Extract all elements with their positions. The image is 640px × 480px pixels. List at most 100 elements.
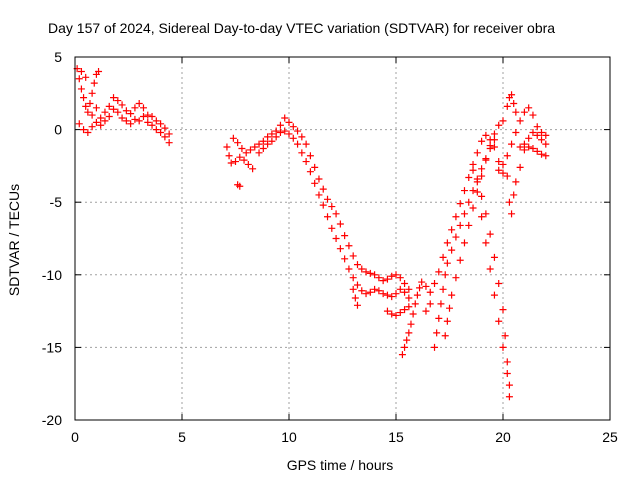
data-point [161, 133, 169, 141]
data-point [490, 143, 498, 151]
data-point [77, 85, 85, 93]
data-point [482, 131, 490, 139]
data-point [482, 210, 490, 218]
y-axis-label: SDTVAR / TECUs [6, 184, 22, 296]
data-point [110, 105, 118, 113]
y-tick-label: -10 [42, 267, 62, 283]
data-point [383, 291, 391, 299]
data-point [244, 160, 252, 168]
data-point [223, 143, 231, 151]
chart-title: Day 157 of 2024, Sidereal Day-to-day VTE… [48, 20, 555, 36]
data-point [341, 232, 349, 240]
data-point [281, 127, 289, 135]
data-point [127, 120, 135, 128]
data-point [315, 191, 323, 199]
data-point [439, 285, 447, 293]
data-point [328, 224, 336, 232]
data-point [383, 307, 391, 315]
data-point [460, 239, 468, 247]
data-point [503, 172, 511, 180]
data-point [520, 108, 528, 116]
data-point [139, 104, 147, 112]
data-point [255, 149, 263, 157]
data-point [486, 142, 494, 150]
data-point [510, 99, 518, 107]
data-point [401, 343, 409, 351]
data-point [289, 134, 297, 142]
data-point [161, 124, 169, 132]
data-point [95, 68, 103, 76]
data-point [405, 285, 413, 293]
data-point [88, 89, 96, 97]
data-point [92, 118, 100, 126]
sdtvar-arc-1 [73, 65, 173, 147]
data-point [505, 198, 513, 206]
data-point [268, 137, 276, 145]
data-point [505, 393, 513, 401]
data-point [118, 101, 126, 109]
data-point [375, 274, 383, 282]
data-point [375, 287, 383, 295]
data-point [351, 294, 359, 302]
data-point [255, 140, 263, 148]
data-point [144, 111, 152, 119]
data-point [482, 239, 490, 247]
data-point [311, 179, 319, 187]
data-point [499, 117, 507, 125]
data-point [97, 114, 105, 122]
data-point [358, 287, 366, 295]
data-point [306, 168, 314, 176]
data-point [77, 68, 85, 76]
data-point [227, 159, 235, 167]
data-point [379, 277, 387, 285]
data-point [82, 102, 90, 110]
data-point [84, 108, 92, 116]
data-point [276, 129, 284, 137]
data-point [490, 291, 498, 299]
data-point [122, 107, 130, 115]
data-point [285, 130, 293, 138]
data-point [232, 158, 239, 166]
data-point [542, 140, 550, 148]
data-point [499, 306, 507, 314]
data-point [294, 140, 302, 148]
data-point [259, 137, 267, 145]
data-point [319, 185, 327, 193]
data-point [416, 284, 424, 292]
data-point [542, 131, 550, 139]
data-point [135, 117, 143, 125]
data-point [452, 213, 460, 221]
data-point [529, 111, 537, 119]
data-point [486, 265, 494, 273]
data-point [435, 314, 443, 322]
data-point [353, 261, 361, 269]
data-point [371, 271, 379, 279]
data-point [105, 113, 113, 121]
x-tick-label: 10 [281, 429, 297, 445]
data-point [148, 121, 156, 129]
data-point [542, 152, 550, 160]
data-point [405, 294, 413, 302]
data-point [371, 285, 379, 293]
sdtvar-arc-2 [223, 114, 413, 309]
data-point [353, 281, 361, 289]
data-point [131, 104, 139, 112]
data-point [362, 268, 370, 276]
data-point [398, 351, 406, 359]
data-point [396, 274, 404, 282]
data-point [495, 166, 503, 174]
data-point [388, 293, 396, 301]
data-point [80, 126, 88, 134]
data-point [268, 130, 276, 138]
data-point [520, 140, 528, 148]
data-point [97, 121, 105, 129]
data-point [315, 175, 323, 183]
data-point [501, 332, 509, 340]
data-points [73, 65, 550, 401]
data-point [114, 108, 122, 116]
data-point [349, 252, 357, 260]
data-point [503, 102, 511, 110]
data-point [465, 198, 473, 206]
data-point [441, 271, 449, 279]
data-point [101, 108, 109, 116]
